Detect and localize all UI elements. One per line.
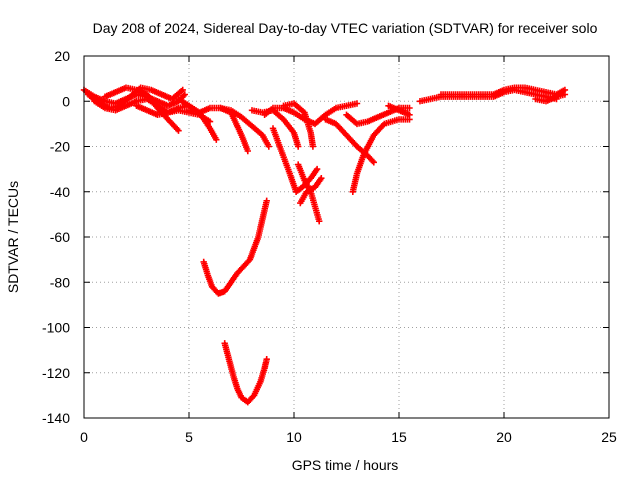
- x-tick-label: 10: [286, 429, 302, 445]
- y-tick-label: -140: [42, 410, 70, 426]
- axis-ticks: [83, 55, 610, 419]
- x-tick-label: 25: [601, 429, 617, 445]
- y-tick-label: 20: [54, 48, 70, 64]
- y-tick-label: -120: [42, 365, 70, 381]
- series-arc-mid-8: [280, 100, 317, 150]
- series-arc-mid-10: [297, 175, 325, 207]
- y-axis-title: SDTVAR / TECUs: [5, 181, 21, 293]
- plus-markers: [437, 84, 569, 98]
- plus-markers: [532, 91, 569, 105]
- x-tick-label: 0: [80, 429, 88, 445]
- plus-markers: [385, 102, 413, 118]
- series-arc-low-1: [200, 197, 270, 297]
- series-arc-low-2: [221, 340, 270, 406]
- y-tick-label: -40: [50, 184, 70, 200]
- plus-markers: [280, 100, 317, 150]
- plus-markers: [343, 104, 413, 128]
- series-arc-late-3: [532, 91, 569, 105]
- series-arc-mid-2: [175, 95, 220, 143]
- y-tick-label: -20: [50, 139, 70, 155]
- series-arc-mid-13: [349, 116, 413, 195]
- series-arc-early-4: [101, 84, 182, 134]
- x-axis-title: GPS time / hours: [292, 457, 399, 473]
- y-tick-label: -80: [50, 274, 70, 290]
- series-arc-mid-14: [385, 102, 413, 118]
- plus-markers: [200, 197, 270, 297]
- x-tick-label: 15: [391, 429, 407, 445]
- y-tick-label: -100: [42, 320, 70, 336]
- plus-markers: [221, 340, 270, 406]
- plus-markers: [101, 84, 182, 134]
- tick-labels: 0 5 10 15 20 25 -140 -120 -100 -80 -60 -40 -20 0 20: [42, 48, 617, 445]
- series-arc-mid-4: [217, 104, 251, 155]
- y-tick-label: -60: [50, 229, 70, 245]
- data-markers: [80, 84, 569, 406]
- plus-markers: [349, 116, 413, 195]
- plus-markers: [175, 95, 220, 143]
- plus-markers: [297, 175, 325, 207]
- x-tick-label: 5: [185, 429, 193, 445]
- y-tick-label: 0: [62, 93, 70, 109]
- chart-title: Day 208 of 2024, Sidereal Day-to-day VTE…: [93, 20, 598, 36]
- series-arc-late-2: [437, 84, 569, 98]
- plus-markers: [217, 104, 251, 155]
- x-tick-label: 20: [496, 429, 512, 445]
- series-arc-mid-12: [343, 104, 413, 128]
